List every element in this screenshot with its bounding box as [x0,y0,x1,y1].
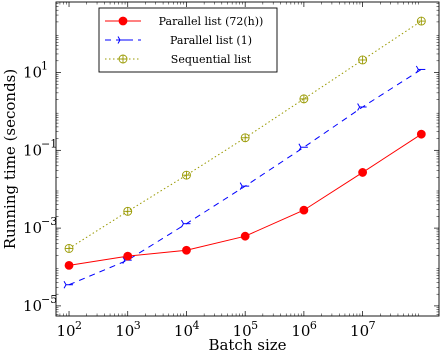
x-tick-base: 10 [174,322,193,340]
y-tick-exponent: −1 [41,137,57,150]
data-point [416,16,426,26]
x-tick-label: 10 5 [233,319,259,340]
data-point [182,170,191,180]
data-point [416,129,426,139]
data-point [123,206,133,216]
x-tick-exponent: 2 [75,319,82,332]
data-point [240,231,250,241]
x-tick-base: 10 [56,322,75,340]
y-tick-exponent: −3 [41,215,57,228]
y-tick-label: 10−5 [23,293,57,315]
legend-item: Parallel list (1) [105,34,252,47]
y-tick-base: 10 [23,141,42,159]
x-tick-base: 10 [291,322,310,340]
series-line [68,69,422,286]
x-tick-base: 10 [350,322,369,340]
x-tick-exponent: 4 [192,319,199,332]
legend: Parallel list (72(h)) Parallel list (1) Se… [98,7,278,73]
data-point [299,205,309,215]
y-tick-label: 10−1 [23,137,57,159]
x-tick-label: 10 4 [174,319,200,340]
data-point [63,280,74,289]
legend-item: Sequential list [105,53,252,66]
legend-marker [118,16,128,26]
data-point [239,182,250,190]
x-axis-title: Batch size [208,336,286,354]
series [63,65,426,289]
x-tick-exponent: 5 [251,319,258,332]
plot-area [63,16,426,289]
data-point [415,65,426,74]
x-tick-label: 10 6 [291,319,317,340]
legend-marker [118,54,128,64]
y-axis-title: Running time (seconds) [1,69,19,249]
y-tick-label: 10−3 [23,215,57,237]
series [64,129,426,270]
x-tick-label: 10 7 [350,319,376,340]
series-line [68,133,422,266]
data-point [358,168,368,177]
x-tick-label: 10 3 [115,319,141,340]
data-point [298,143,308,151]
data-point [357,103,367,111]
x-tick-base: 10 [233,322,252,340]
data-point [64,260,74,270]
x-tick-exponent: 6 [310,319,317,332]
legend-marker [117,36,127,44]
y-tick-base: 10 [23,64,42,82]
data-point [299,94,309,104]
data-point [240,133,250,143]
y-tick-exponent: 1 [41,60,48,73]
legend-label: Parallel list (1) [170,34,252,47]
data-point [181,219,191,228]
series [64,16,426,253]
legend-label: Sequential list [171,53,252,66]
x-tick-label: 10 2 [56,319,82,340]
legend-item: Parallel list (72(h)) [105,15,263,28]
y-tick-base: 10 [23,297,42,315]
x-tick-base: 10 [115,322,134,340]
x-tick-exponent: 3 [134,319,141,332]
data-point [64,243,74,253]
data-point [358,55,368,65]
y-tick-base: 10 [23,219,42,237]
data-point [182,245,191,255]
legend-label: Parallel list (72(h)) [159,15,264,28]
y-tick-exponent: −5 [41,293,57,306]
y-tick-label: 101 [23,60,48,82]
data-point [123,251,133,261]
x-tick-exponent: 7 [369,319,376,332]
